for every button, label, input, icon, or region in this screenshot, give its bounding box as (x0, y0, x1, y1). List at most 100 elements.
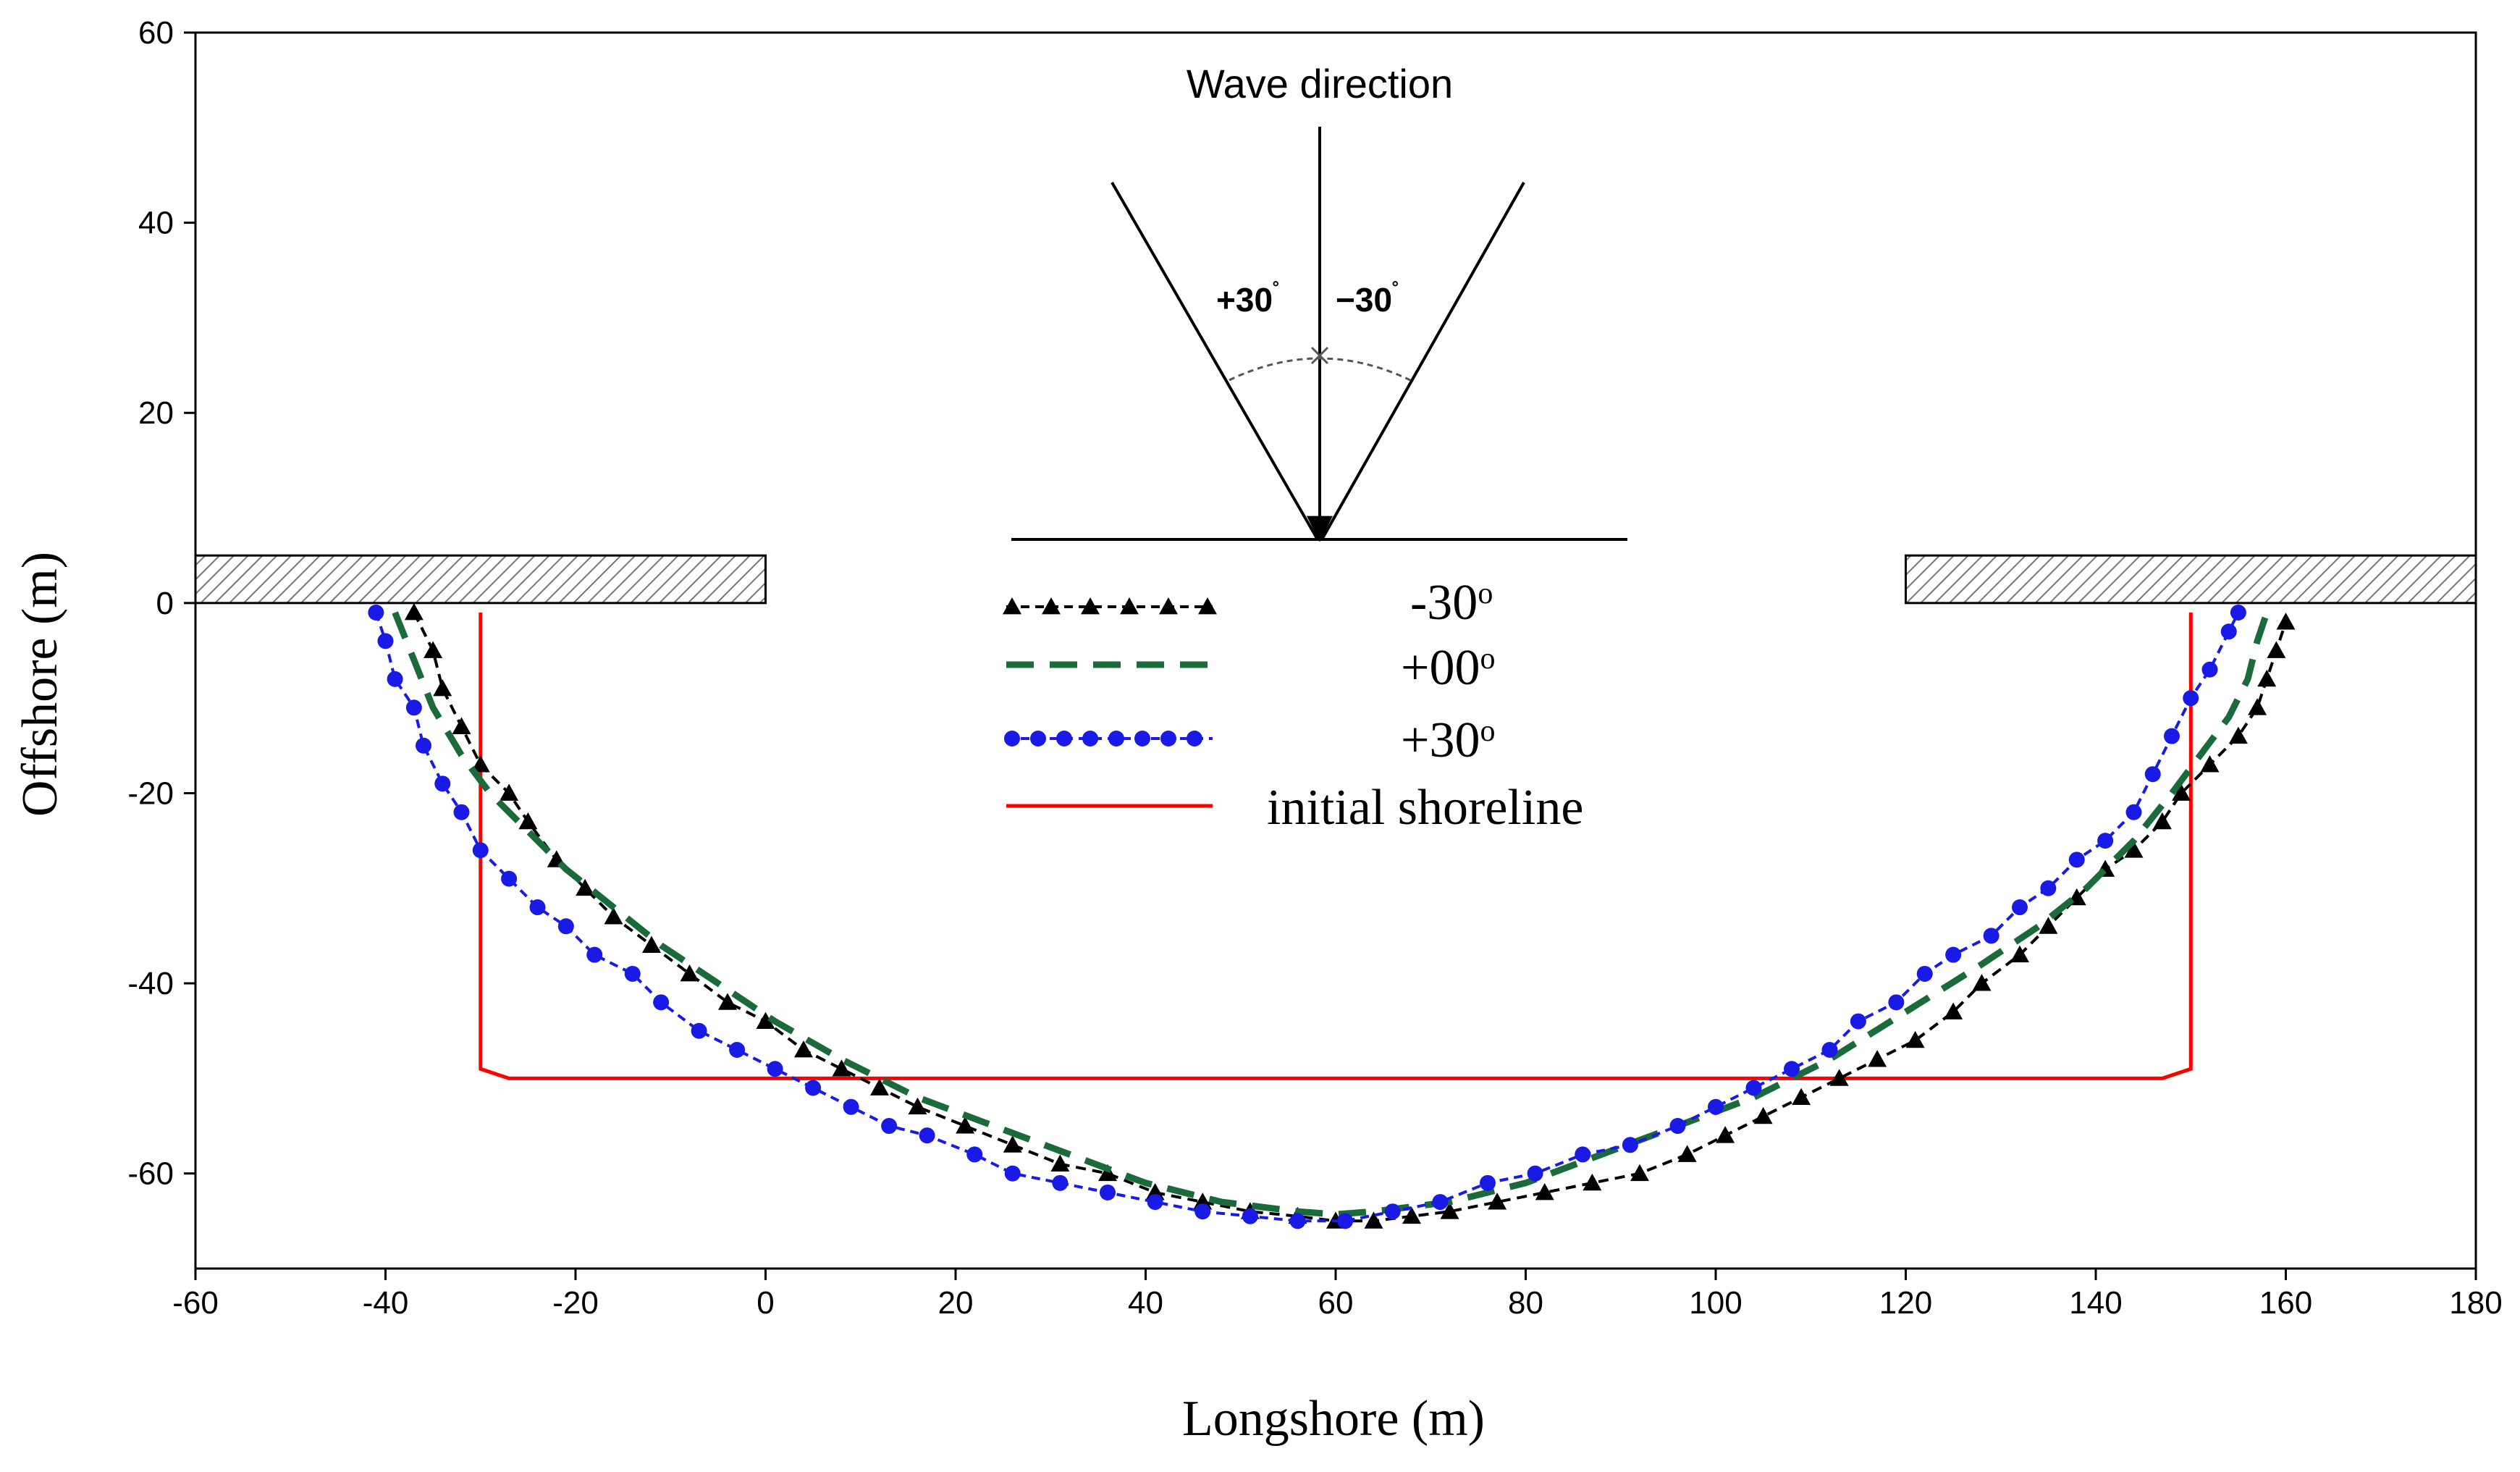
data-point-circle (1945, 946, 1962, 963)
data-point-triangle (1098, 1164, 1117, 1182)
legend-marker-triangle (1120, 597, 1139, 615)
plot-area-border (194, 31, 2477, 1270)
data-point-circle (368, 604, 384, 621)
data-point-circle (529, 899, 546, 916)
legend-item-initial-shoreline: initial shoreline (1006, 780, 1583, 836)
data-point-circle (1384, 1203, 1401, 1220)
x-tick-label: -40 (363, 1285, 409, 1321)
data-point-circle (1289, 1213, 1306, 1229)
x-tick-label: 80 (1508, 1285, 1543, 1321)
data-point-circle (1983, 928, 1999, 944)
wave-right-line (1320, 182, 1525, 540)
data-point-circle (966, 1146, 983, 1163)
y-tick-label: -60 (127, 1156, 174, 1192)
y-tick-label: 20 (138, 395, 174, 431)
data-point-triangle (452, 717, 471, 734)
legend-label-plus30: +30o (1401, 712, 1495, 768)
data-point-circle (586, 946, 603, 963)
x-tick-label: 180 (2449, 1285, 2502, 1321)
x-axis-title: Longshore (m) (1182, 1391, 1485, 1447)
data-point-triangle (908, 1097, 927, 1115)
data-point-triangle (680, 964, 699, 982)
data-point-circle (1850, 1013, 1866, 1030)
legend-marker-circle (1082, 731, 1098, 746)
x-tick-label: 100 (1689, 1285, 1742, 1321)
data-point-circle (1100, 1184, 1116, 1200)
y-tick-label: 40 (138, 206, 174, 241)
wave-minus-angle-label: −30˚ (1336, 279, 1399, 319)
legend-marker-circle (1187, 731, 1202, 746)
legend-label-minus30: -30o (1410, 575, 1493, 631)
y-tick-label: -40 (127, 966, 174, 1001)
data-point-triangle (2172, 783, 2191, 801)
data-point-circle (1147, 1194, 1163, 1211)
legend-item-plus30: +30o (1004, 712, 1495, 768)
data-point-circle (2183, 690, 2199, 707)
series-initialminusshoreline (479, 613, 2193, 1080)
data-point-triangle (1792, 1088, 1811, 1106)
y-axis-ticks: -60 -40 -20 0 20 40 60 (127, 15, 195, 1192)
y-tick-label: 60 (138, 15, 174, 51)
x-tick-label: 160 (2259, 1285, 2312, 1321)
data-point-triangle (756, 1012, 775, 1029)
data-point-circle (919, 1127, 935, 1144)
legend-marker-circle (1160, 731, 1176, 746)
data-point-triangle (1535, 1182, 1554, 1200)
data-point-triangle (1050, 1154, 1070, 1172)
x-tick-label: 0 (757, 1285, 774, 1321)
legend-marker-triangle (1042, 597, 1061, 615)
data-point-triangle (1364, 1211, 1383, 1229)
plot-frame (194, 31, 2477, 1270)
data-point-triangle (404, 602, 423, 621)
data-point-circle (501, 870, 518, 887)
x-tick-label: 40 (1128, 1285, 1163, 1321)
data-point-circle (1916, 965, 1933, 982)
wave-plus-angle-label: +30˚ (1216, 279, 1280, 319)
wave-left-line (1111, 182, 1319, 540)
data-point-triangle (2267, 641, 2286, 658)
data-point-circle (1052, 1174, 1069, 1191)
legend-marker-triangle (1159, 597, 1178, 615)
data-point-triangle (2257, 669, 2277, 687)
legend-item-minus30: -30o (1003, 575, 1493, 631)
data-point-circle (557, 918, 574, 935)
data-point-circle (729, 1041, 746, 1058)
legend-marker-triangle (1003, 597, 1021, 615)
data-point-triangle (1677, 1145, 1697, 1162)
x-axis-ticks: -60 -40 -20 0 20 40 60 80 100 120 140 160 180 (172, 1269, 2503, 1321)
data-point-triangle (500, 783, 519, 801)
wave-direction-annotation: Wave direction +30˚ −30˚ (1011, 61, 1627, 542)
series-plus30 (368, 604, 2246, 1229)
x-tick-label: 120 (1879, 1285, 1932, 1321)
data-point-triangle (642, 935, 661, 953)
legend-marker-triangle (1198, 597, 1217, 615)
data-point-triangle (2228, 726, 2248, 744)
y-axis-title: Offshore (m) (12, 552, 68, 817)
wave-angle-arc (1229, 357, 1411, 382)
data-point-circle (1821, 1041, 1838, 1058)
y-tick-label: -20 (127, 775, 174, 811)
legend-marker-circle (1056, 731, 1072, 746)
y-tick-label: 0 (156, 586, 174, 621)
wave-angle-cross-b (1310, 346, 1329, 365)
data-point-circle (2164, 728, 2180, 744)
right-breakwater (1905, 554, 2477, 605)
data-point-triangle (1716, 1126, 1735, 1143)
data-point-circle (843, 1098, 859, 1115)
data-point-circle (387, 670, 403, 687)
data-point-triangle (2124, 841, 2144, 858)
data-point-triangle (2010, 945, 2029, 963)
data-point-circle (1784, 1061, 1800, 1077)
data-point-circle (2144, 766, 2161, 783)
series-plus00 (392, 611, 2270, 1218)
data-point-triangle (1944, 1002, 1963, 1019)
data-point-circle (2068, 851, 2085, 868)
data-point-circle (767, 1061, 783, 1077)
data-point-triangle (1972, 974, 1992, 991)
legend-marker-circle (1108, 731, 1124, 746)
data-point-triangle (471, 755, 490, 773)
data-point-triangle (1905, 1030, 1925, 1048)
data-point-circle (453, 804, 470, 820)
data-point-circle (416, 737, 431, 754)
